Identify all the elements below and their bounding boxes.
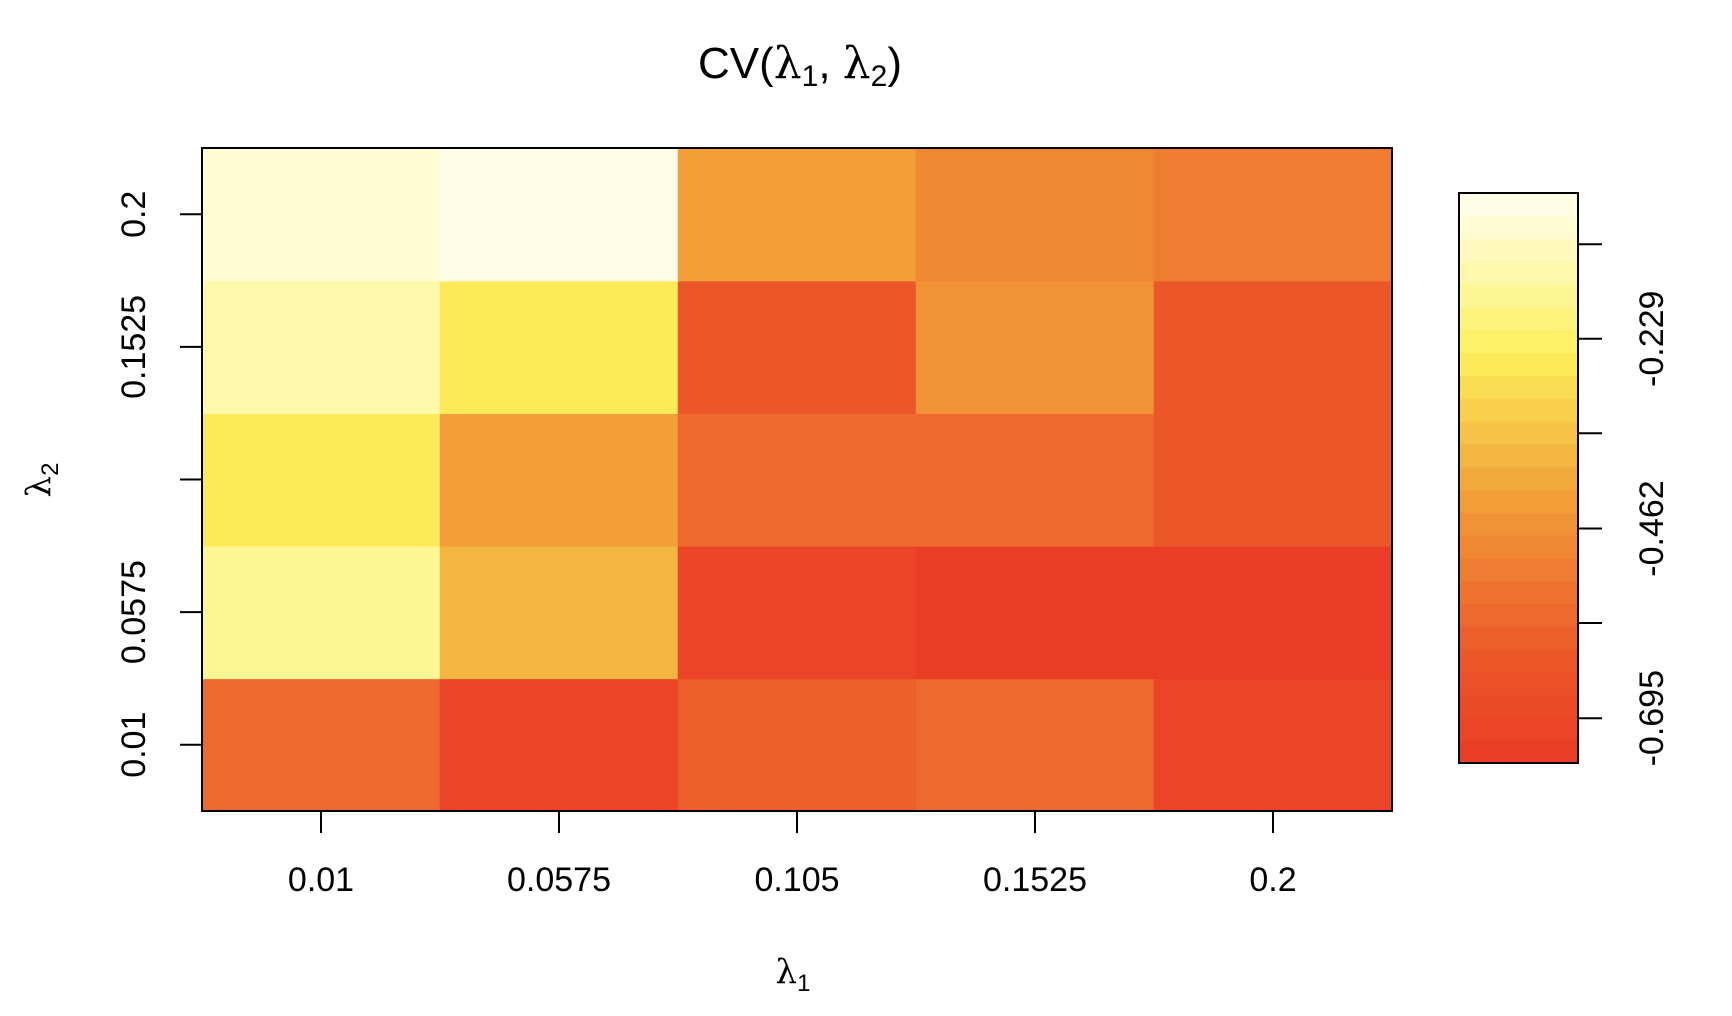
heatmap-cell (677, 280, 917, 414)
heatmap-cell (439, 412, 679, 547)
colorbar-segment (1458, 375, 1579, 399)
colorbar-segment (1458, 626, 1579, 650)
x-tick-label: 0.0575 (507, 861, 611, 899)
heatmap-cell (915, 678, 1155, 812)
y-tick-label: 0.1525 (115, 295, 153, 399)
heatmap-cell (677, 545, 917, 680)
heatmap-cell (439, 545, 679, 680)
colorbar-segment (1458, 261, 1579, 285)
colorbar-segment (1458, 489, 1579, 513)
heatmap-cell (1153, 678, 1393, 812)
x-tick-label: 0.01 (288, 861, 354, 899)
colorbar-tick-label: -0.229 (1633, 291, 1671, 387)
colorbar-segment (1458, 534, 1579, 559)
heatmap-cell (677, 147, 917, 282)
heatmap-cell (439, 280, 679, 414)
colorbar-segment (1458, 398, 1579, 422)
heatmap-cell (915, 545, 1155, 680)
y-tick-label: 0.0575 (115, 560, 153, 664)
heatmap-cell (1153, 412, 1393, 547)
colorbar-segment (1458, 557, 1579, 582)
heatmap-cell (439, 678, 679, 812)
colorbar-segment (1458, 580, 1579, 605)
colorbar-segment (1458, 215, 1579, 240)
colorbar-tick-label: -0.695 (1633, 670, 1671, 766)
x-tick-label: 0.105 (754, 861, 839, 899)
heatmap-cell (201, 280, 441, 414)
colorbar-segment (1458, 671, 1579, 696)
y-tick-label: 0.2 (115, 191, 153, 238)
heatmap-cell (201, 412, 441, 547)
x-tick-label: 0.1525 (983, 861, 1087, 899)
x-axis-label: λ1 (776, 952, 811, 997)
colorbar-segment (1458, 648, 1579, 673)
x-tick-label: 0.2 (1249, 861, 1296, 899)
x-axis: 0.01 0.0575 0.105 0.1525 0.2 (288, 811, 1297, 899)
colorbar-segment (1458, 306, 1579, 331)
heatmap-cell (1153, 545, 1393, 680)
heatmap-cell (677, 678, 917, 812)
y-tick-label: 0.01 (115, 712, 153, 778)
colorbar-segment (1458, 512, 1579, 536)
heatmap-cell (677, 412, 917, 547)
heatmap-cell (915, 280, 1155, 414)
y-axis: 0.01 0.0575 0.1525 0.2 (115, 191, 202, 778)
heatmap-cells (201, 147, 1393, 812)
heatmap-cell (201, 545, 441, 680)
heatmap-cell (1153, 147, 1393, 282)
colorbar-segment (1458, 192, 1579, 217)
colorbar-segment (1458, 694, 1579, 719)
colorbar-segment (1458, 420, 1579, 445)
chart-title: CV(λ1, λ2) (698, 38, 902, 93)
heatmap-cell (1153, 280, 1393, 414)
colorbar-tick-label: -0.462 (1633, 480, 1671, 576)
heatmap-cell (439, 147, 679, 282)
colorbar-segment (1458, 717, 1579, 741)
colorbar-segment (1458, 352, 1579, 377)
colorbar-segment (1458, 284, 1579, 308)
colorbar-segment (1458, 329, 1579, 354)
heatmap-cell (201, 678, 441, 812)
colorbar: -0.229 -0.462 -0.695 (1458, 192, 1671, 766)
colorbar-segment (1458, 466, 1579, 491)
colorbar-border (1458, 192, 1579, 764)
colorbar-segment (1458, 740, 1579, 764)
colorbar-segment (1458, 443, 1579, 468)
heatmap-cell (915, 147, 1155, 282)
colorbar-segment (1458, 238, 1579, 263)
colorbar-segment (1458, 603, 1579, 627)
heatmap-cell (201, 147, 441, 282)
heatmap-cell (915, 412, 1155, 547)
y-axis-label: λ2 (19, 463, 64, 498)
